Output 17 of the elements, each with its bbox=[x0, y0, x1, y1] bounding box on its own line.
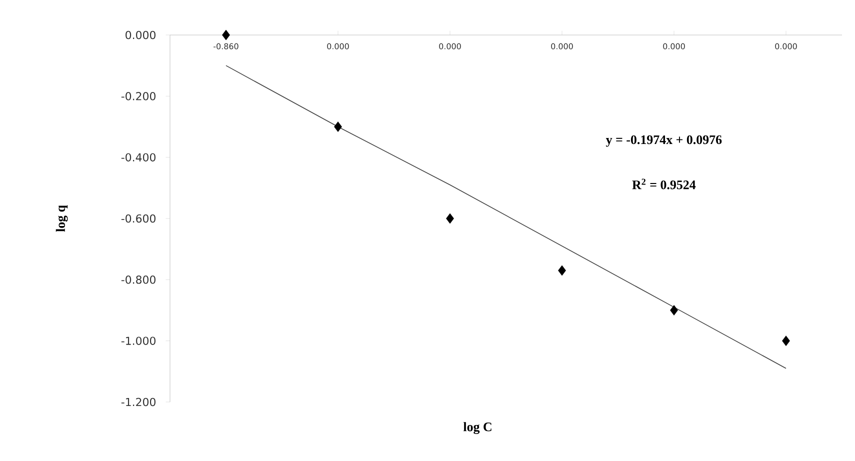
point bbox=[334, 122, 342, 132]
y-tick-label: 0.000 bbox=[126, 30, 156, 40]
y-tick-label: -1.200 bbox=[121, 398, 156, 406]
y-tick-label: -0.600 bbox=[121, 214, 156, 223]
point bbox=[670, 305, 678, 316]
annotation: y = -0.1974x + 0.0976 bbox=[606, 135, 722, 147]
point bbox=[782, 336, 790, 346]
x-axis-title: log C bbox=[463, 422, 492, 434]
point bbox=[222, 30, 230, 40]
annotation: R$^{2}$ = 0.9524 bbox=[632, 178, 696, 190]
y-tick-label: -0.800 bbox=[121, 276, 156, 284]
y-tick-label: -1.000 bbox=[121, 336, 156, 345]
y-tick-label: -0.200 bbox=[121, 92, 156, 100]
point bbox=[558, 265, 566, 276]
y-tick-label: -0.400 bbox=[121, 153, 156, 162]
point bbox=[446, 213, 454, 224]
y-axis-title: log q bbox=[56, 205, 68, 232]
